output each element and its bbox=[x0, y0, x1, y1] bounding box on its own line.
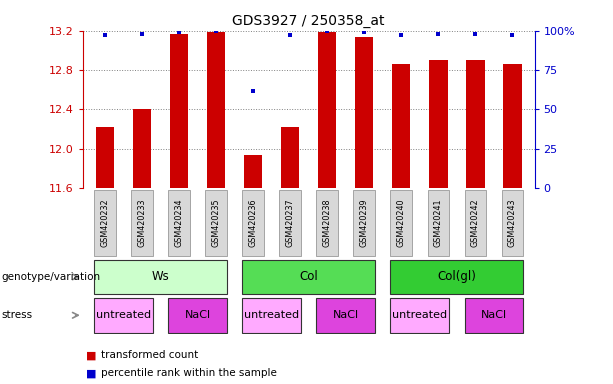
FancyBboxPatch shape bbox=[390, 190, 412, 256]
FancyBboxPatch shape bbox=[169, 298, 227, 333]
Text: GSM420232: GSM420232 bbox=[101, 199, 110, 247]
Bar bbox=[392, 64, 411, 188]
Bar bbox=[466, 60, 484, 188]
Text: NaCl: NaCl bbox=[333, 310, 359, 320]
Bar bbox=[318, 32, 337, 188]
Text: GSM420243: GSM420243 bbox=[508, 199, 517, 247]
FancyBboxPatch shape bbox=[316, 190, 338, 256]
FancyBboxPatch shape bbox=[427, 190, 449, 256]
FancyBboxPatch shape bbox=[205, 190, 227, 256]
FancyBboxPatch shape bbox=[242, 298, 301, 333]
FancyBboxPatch shape bbox=[280, 190, 301, 256]
FancyBboxPatch shape bbox=[501, 190, 523, 256]
FancyBboxPatch shape bbox=[390, 260, 523, 294]
Text: stress: stress bbox=[1, 310, 32, 320]
Text: GSM420234: GSM420234 bbox=[175, 199, 183, 247]
Text: NaCl: NaCl bbox=[481, 310, 507, 320]
Text: NaCl: NaCl bbox=[185, 310, 211, 320]
Text: GSM420239: GSM420239 bbox=[360, 199, 368, 247]
Title: GDS3927 / 250358_at: GDS3927 / 250358_at bbox=[232, 14, 385, 28]
Text: ■: ■ bbox=[86, 350, 96, 360]
Text: GSM420242: GSM420242 bbox=[471, 199, 480, 247]
Text: untreated: untreated bbox=[96, 310, 151, 320]
Text: ■: ■ bbox=[86, 368, 96, 378]
Bar bbox=[355, 36, 373, 188]
Text: percentile rank within the sample: percentile rank within the sample bbox=[101, 368, 277, 378]
Bar bbox=[244, 155, 262, 188]
Text: GSM420236: GSM420236 bbox=[249, 199, 257, 247]
FancyBboxPatch shape bbox=[242, 260, 375, 294]
Text: transformed count: transformed count bbox=[101, 350, 199, 360]
Bar bbox=[96, 127, 114, 188]
Bar bbox=[170, 34, 188, 188]
Bar bbox=[429, 60, 447, 188]
Text: Ws: Ws bbox=[151, 270, 169, 283]
Text: genotype/variation: genotype/variation bbox=[1, 272, 101, 282]
Text: GSM420241: GSM420241 bbox=[434, 199, 443, 247]
Text: GSM420240: GSM420240 bbox=[397, 199, 406, 247]
FancyBboxPatch shape bbox=[242, 190, 264, 256]
Text: GSM420233: GSM420233 bbox=[137, 199, 147, 247]
Bar bbox=[503, 64, 522, 188]
Bar bbox=[133, 109, 151, 188]
FancyBboxPatch shape bbox=[465, 298, 523, 333]
Text: untreated: untreated bbox=[392, 310, 447, 320]
Bar bbox=[281, 127, 299, 188]
FancyBboxPatch shape bbox=[131, 190, 153, 256]
Bar bbox=[207, 32, 226, 188]
Text: untreated: untreated bbox=[244, 310, 299, 320]
FancyBboxPatch shape bbox=[316, 298, 375, 333]
FancyBboxPatch shape bbox=[465, 190, 486, 256]
Text: Col(gl): Col(gl) bbox=[437, 270, 476, 283]
FancyBboxPatch shape bbox=[354, 190, 375, 256]
Text: GSM420238: GSM420238 bbox=[322, 199, 332, 247]
Text: Col: Col bbox=[299, 270, 318, 283]
FancyBboxPatch shape bbox=[94, 298, 153, 333]
Text: GSM420237: GSM420237 bbox=[286, 199, 295, 247]
FancyBboxPatch shape bbox=[169, 190, 190, 256]
FancyBboxPatch shape bbox=[94, 260, 227, 294]
Text: GSM420235: GSM420235 bbox=[211, 199, 221, 247]
FancyBboxPatch shape bbox=[94, 190, 116, 256]
FancyBboxPatch shape bbox=[390, 298, 449, 333]
